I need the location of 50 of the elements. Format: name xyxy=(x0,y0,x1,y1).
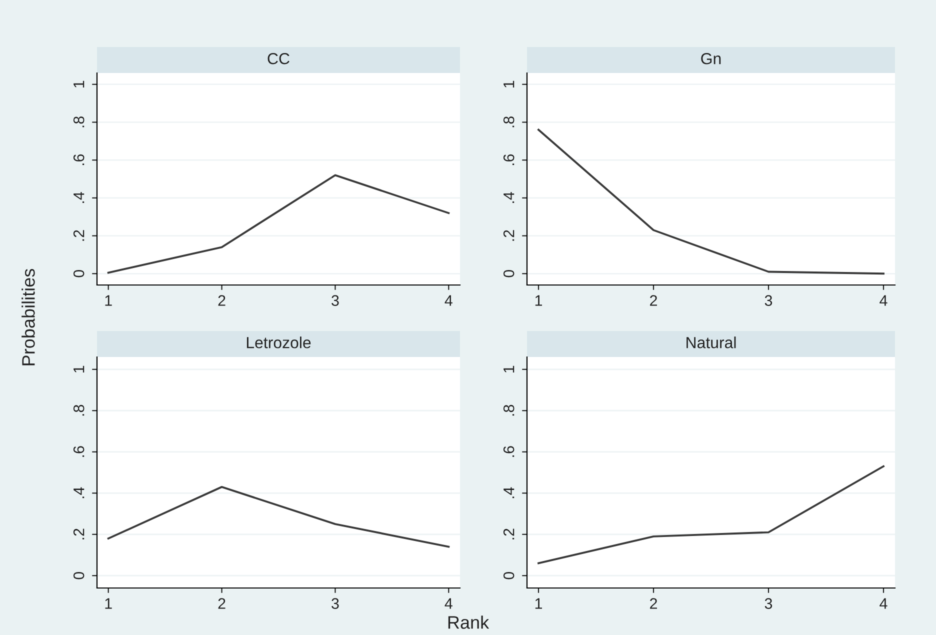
chart-title: Letrozole xyxy=(246,336,311,348)
y-tick-label: 1 xyxy=(504,80,514,88)
y-tick-label: .8 xyxy=(503,404,514,416)
y-tick-label: .8 xyxy=(503,116,514,128)
y-tick-label: .6 xyxy=(503,154,514,166)
line-series xyxy=(538,465,884,564)
y-tick-label: 0 xyxy=(503,270,514,278)
y-tick-label: .8 xyxy=(73,404,84,416)
y-tick-label: .4 xyxy=(74,487,84,498)
x-tick-label: 4 xyxy=(444,295,452,306)
y-axis-title: Probabilities xyxy=(22,268,35,366)
x-axis-title: Rank xyxy=(448,616,490,629)
y-tick-label: .2 xyxy=(73,528,84,540)
y-tick-label: .8 xyxy=(73,116,84,128)
x-tick-label: 1 xyxy=(105,598,112,609)
x-tick-label: 3 xyxy=(332,598,339,609)
y-tick-label: .2 xyxy=(503,230,514,241)
y-tick-label: 1 xyxy=(504,366,514,372)
chart-title: CC xyxy=(268,52,290,64)
x-tick-label: 2 xyxy=(218,598,226,609)
x-tick-label: 3 xyxy=(764,598,772,609)
chart-title: Natural xyxy=(686,336,736,348)
y-tick-label: .4 xyxy=(504,487,514,498)
line-series xyxy=(538,128,884,275)
x-tick-label: 3 xyxy=(332,295,339,306)
y-tick-label: .4 xyxy=(74,192,84,203)
y-tick-label: .2 xyxy=(73,230,84,241)
x-tick-label: 1 xyxy=(105,295,112,306)
x-tick-label: 4 xyxy=(880,598,888,609)
line-series xyxy=(107,486,450,548)
y-tick-label: 1 xyxy=(74,366,84,372)
y-tick-label: .6 xyxy=(73,154,84,166)
x-tick-label: 4 xyxy=(444,598,452,609)
x-tick-label: 1 xyxy=(535,295,542,306)
chart-title: Gn xyxy=(701,52,721,64)
y-tick-label: 0 xyxy=(73,270,84,278)
y-tick-label: .4 xyxy=(504,192,514,203)
x-tick-label: 4 xyxy=(880,295,888,306)
x-tick-label: 1 xyxy=(535,598,542,609)
y-tick-label: .6 xyxy=(73,446,84,457)
y-tick-label: 1 xyxy=(74,80,84,88)
y-tick-label: .2 xyxy=(503,528,514,540)
x-tick-label: 2 xyxy=(218,295,226,306)
x-tick-label: 2 xyxy=(650,598,657,609)
y-tick-label: 0 xyxy=(503,572,514,580)
x-tick-label: 2 xyxy=(650,295,657,306)
y-tick-label: .6 xyxy=(503,446,514,457)
line-series xyxy=(107,174,450,274)
y-tick-label: 0 xyxy=(73,572,84,580)
x-tick-label: 3 xyxy=(764,295,772,306)
